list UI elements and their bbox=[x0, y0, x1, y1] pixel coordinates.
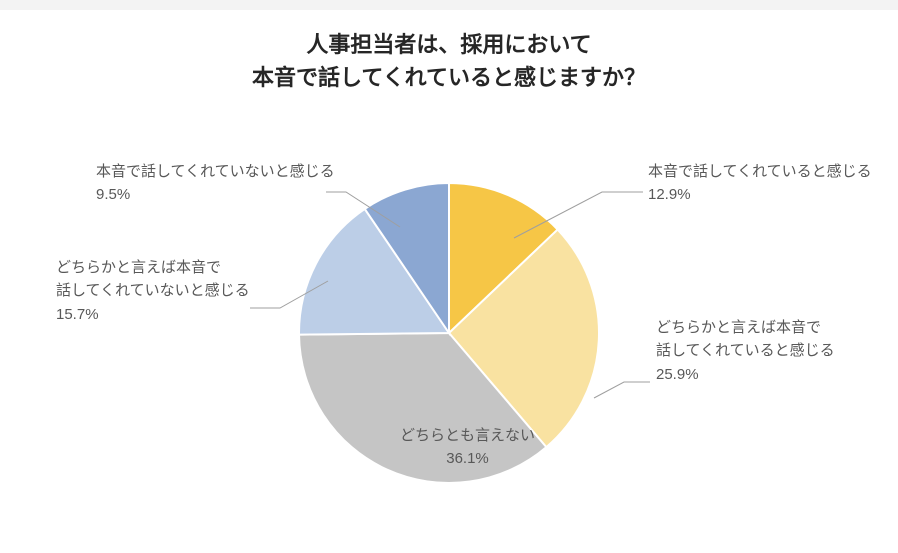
slice-label-line: 話してくれていないと感じる bbox=[56, 279, 250, 302]
title-line-2: 本音で話してくれていると感じますか？ bbox=[0, 61, 898, 94]
slice-label: どちらかと言えば本音で話してくれていないと感じる15.7% bbox=[56, 256, 250, 326]
slice-label-line: 話してくれていると感じる bbox=[656, 339, 835, 362]
slice-value: 15.7% bbox=[56, 303, 250, 326]
slice-value: 36.1% bbox=[400, 447, 535, 470]
slice-label-line: どちらかと言えば本音で bbox=[656, 316, 835, 339]
slice-label: どちらかと言えば本音で話してくれていると感じる25.9% bbox=[656, 316, 835, 386]
pie-chart: 本音で話してくれていると感じる12.9%どちらかと言えば本音で話してくれていると… bbox=[0, 98, 898, 553]
slice-label-line: どちらとも言えない bbox=[400, 424, 535, 447]
slice-label: 本音で話してくれていないと感じる9.5% bbox=[96, 160, 335, 207]
slice-value: 25.9% bbox=[656, 363, 835, 386]
title-line-1: 人事担当者は、採用において bbox=[0, 28, 898, 61]
slice-value: 12.9% bbox=[648, 183, 872, 206]
slice-label: 本音で話してくれていると感じる12.9% bbox=[648, 160, 872, 207]
slice-label-line: 本音で話してくれていると感じる bbox=[648, 160, 872, 183]
slice-label: どちらとも言えない36.1% bbox=[400, 424, 535, 471]
slice-value: 9.5% bbox=[96, 183, 335, 206]
top-divider bbox=[0, 0, 898, 10]
chart-title: 人事担当者は、採用において 本音で話してくれていると感じますか？ bbox=[0, 28, 898, 94]
slice-label-line: どちらかと言えば本音で bbox=[56, 256, 250, 279]
slice-label-line: 本音で話してくれていないと感じる bbox=[96, 160, 335, 183]
